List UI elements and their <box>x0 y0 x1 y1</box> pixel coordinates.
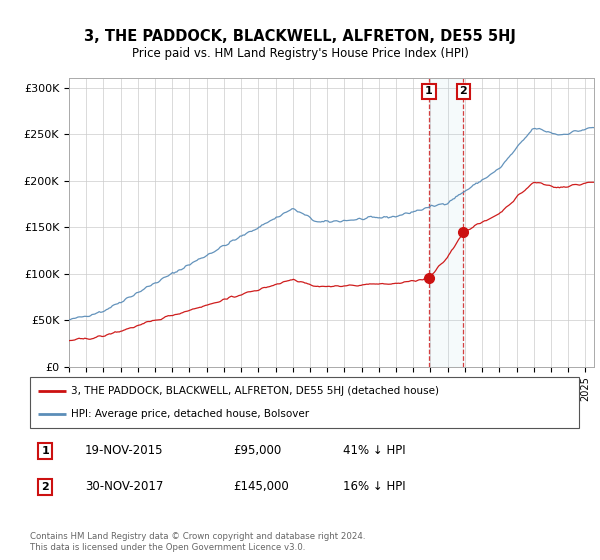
Text: Price paid vs. HM Land Registry's House Price Index (HPI): Price paid vs. HM Land Registry's House … <box>131 46 469 60</box>
Bar <box>429 78 463 367</box>
Text: 16% ↓ HPI: 16% ↓ HPI <box>343 480 406 493</box>
Text: 2: 2 <box>41 482 49 492</box>
Text: £145,000: £145,000 <box>233 480 289 493</box>
Text: 3, THE PADDOCK, BLACKWELL, ALFRETON, DE55 5HJ (detached house): 3, THE PADDOCK, BLACKWELL, ALFRETON, DE5… <box>71 386 439 396</box>
Text: 3, THE PADDOCK, BLACKWELL, ALFRETON, DE55 5HJ: 3, THE PADDOCK, BLACKWELL, ALFRETON, DE5… <box>84 29 516 44</box>
Text: 41% ↓ HPI: 41% ↓ HPI <box>343 444 406 457</box>
FancyBboxPatch shape <box>30 377 579 428</box>
Text: This data is licensed under the Open Government Licence v3.0.: This data is licensed under the Open Gov… <box>30 543 305 552</box>
Text: HPI: Average price, detached house, Bolsover: HPI: Average price, detached house, Bols… <box>71 409 310 419</box>
Text: 30-NOV-2017: 30-NOV-2017 <box>85 480 163 493</box>
Text: 1: 1 <box>425 86 433 96</box>
Text: 2: 2 <box>460 86 467 96</box>
Text: £95,000: £95,000 <box>233 444 281 457</box>
Text: Contains HM Land Registry data © Crown copyright and database right 2024.: Contains HM Land Registry data © Crown c… <box>30 532 365 541</box>
Text: 1: 1 <box>41 446 49 456</box>
Text: 19-NOV-2015: 19-NOV-2015 <box>85 444 163 457</box>
